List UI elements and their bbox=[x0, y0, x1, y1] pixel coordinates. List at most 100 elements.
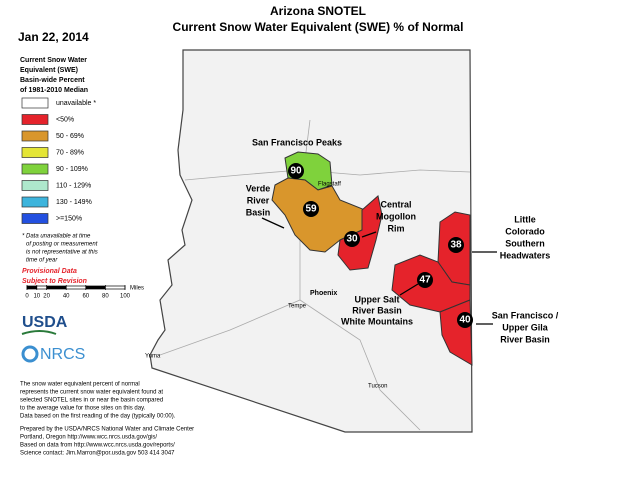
legend-swatch bbox=[21, 147, 49, 158]
legend-swatch bbox=[21, 130, 49, 142]
provisional-note: Subject to Revision bbox=[22, 278, 87, 285]
basin-value: 90 bbox=[290, 166, 302, 177]
legend-label: 110 - 129% bbox=[56, 182, 91, 189]
nrcs-logo: NRCS bbox=[40, 346, 85, 363]
basin-label: Upper Gila bbox=[502, 322, 549, 332]
description-line: selected SNOTEL sites in or near the bas… bbox=[20, 398, 163, 404]
legend-label: >=150% bbox=[56, 215, 82, 222]
scale-segment bbox=[85, 286, 106, 289]
scale-label: 0 bbox=[25, 294, 29, 300]
legend-title: of 1981-2010 Median bbox=[20, 87, 88, 94]
date: Jan 22, 2014 bbox=[18, 30, 89, 44]
credit-line: Portland, Oregon http://www.wcc.nrcs.usd… bbox=[20, 435, 157, 441]
legend-title: Current Snow Water bbox=[20, 57, 87, 64]
scale-label: 40 bbox=[63, 294, 70, 300]
legend-swatch bbox=[21, 196, 49, 208]
basin-label: Little bbox=[514, 214, 536, 224]
legend: Current Snow Water Equivalent (SWE) Basi… bbox=[20, 57, 98, 285]
scale-unit: Miles bbox=[130, 286, 144, 292]
basin-value: 47 bbox=[419, 275, 431, 286]
legend-swatch bbox=[21, 97, 49, 109]
legend-label: 130 - 149% bbox=[56, 199, 92, 206]
basin-label: White Mountains bbox=[341, 316, 413, 326]
basin-label: River Basin bbox=[352, 305, 402, 315]
city-label: Tucson bbox=[368, 384, 387, 390]
basin-values: 90 59 30 38 47 40 bbox=[288, 163, 473, 328]
value-badge bbox=[344, 231, 360, 247]
scale-segment bbox=[46, 286, 67, 289]
cities: Phoenix Tempe Yuma Tucson Flagstaff bbox=[145, 182, 387, 390]
basin-label: Upper Salt bbox=[354, 294, 399, 304]
value-badge bbox=[457, 312, 473, 328]
description-line: represents the current snow water equiva… bbox=[20, 390, 163, 396]
basin-label: Central bbox=[380, 199, 411, 209]
scale-bar-line bbox=[26, 285, 126, 290]
map bbox=[149, 49, 473, 433]
basin-label: San Francisco Peaks bbox=[252, 137, 342, 147]
nrcs-icon bbox=[21, 345, 39, 363]
basin-label: Basin bbox=[246, 207, 271, 217]
scale-segment bbox=[27, 286, 37, 289]
arrow bbox=[399, 283, 419, 296]
description-line: The snow water equivalent percent of nor… bbox=[20, 382, 140, 388]
footnote: of posting or measurement bbox=[26, 242, 98, 248]
value-badge bbox=[288, 163, 304, 179]
basin-value: 40 bbox=[459, 315, 471, 326]
logo-swoosh bbox=[21, 330, 57, 335]
legend-label: unavailable * bbox=[56, 100, 96, 107]
legend-swatch bbox=[21, 114, 49, 125]
value-badge bbox=[303, 201, 319, 217]
basin-label: San Francisco / bbox=[492, 310, 559, 320]
scale-label: 10 bbox=[33, 294, 40, 300]
provisional-note: Provisional Data bbox=[22, 268, 77, 275]
basin-label: Southern bbox=[505, 238, 545, 248]
scale-bar: Miles 0 10 20 40 60 80 100 bbox=[25, 285, 144, 300]
basin-label: Headwaters bbox=[500, 250, 551, 260]
legend-title: Equivalent (SWE) bbox=[20, 67, 78, 74]
road bbox=[159, 299, 421, 431]
basin-value: 30 bbox=[346, 234, 358, 245]
legend-label: 90 - 109% bbox=[56, 166, 88, 173]
value-badge bbox=[448, 237, 464, 253]
basin-value: 59 bbox=[305, 204, 317, 215]
notes: The snow water equivalent percent of nor… bbox=[20, 382, 194, 457]
scale-label: 60 bbox=[82, 294, 89, 300]
legend-label: 50 - 69% bbox=[56, 133, 84, 140]
value-badge bbox=[417, 272, 433, 288]
credit-line: Science contact: Jim.Marron@por.usda.gov… bbox=[20, 451, 175, 457]
legend-label: <50% bbox=[56, 116, 74, 123]
subtitle: Current Snow Water Equivalent (SWE) % of… bbox=[173, 20, 464, 34]
basin-label: Verde bbox=[246, 183, 271, 193]
legend-swatch bbox=[21, 163, 49, 175]
legend-label: 70 - 89% bbox=[56, 149, 84, 156]
basin-label: River bbox=[247, 195, 270, 205]
arrows bbox=[261, 217, 497, 325]
basin-label: River Basin bbox=[500, 334, 550, 344]
credit-line: Based on data from http://www.wcc.nrcs.u… bbox=[20, 443, 175, 449]
arrow bbox=[261, 217, 285, 229]
usda-logo: USDA bbox=[22, 314, 68, 331]
basin-label: Mogollon bbox=[376, 211, 416, 221]
credit-line: Prepared by the USDA/NRCS National Water… bbox=[20, 427, 194, 433]
scale-label: 20 bbox=[43, 294, 50, 300]
basin-label: Colorado bbox=[505, 226, 545, 236]
legend-items: unavailable * <50% 50 - 69% 70 - 89% 90 - 10… bbox=[21, 97, 96, 224]
arrow bbox=[361, 231, 377, 238]
scale-label: 100 bbox=[120, 294, 131, 300]
title: Arizona SNOTEL bbox=[270, 4, 366, 18]
logos: USDA NRCS bbox=[21, 314, 85, 363]
legend-swatch bbox=[21, 180, 49, 191]
description-line: to the average value for those sites on … bbox=[20, 406, 146, 412]
footnote: time of year bbox=[26, 258, 58, 264]
legend-title: Basin-wide Percent bbox=[20, 77, 85, 84]
description-line: Data based on the first reading of the d… bbox=[20, 414, 176, 420]
city-label: Yuma bbox=[145, 354, 161, 360]
basin-label: Rim bbox=[387, 223, 404, 233]
city-label: Tempe bbox=[288, 304, 307, 310]
basin-value: 38 bbox=[450, 240, 462, 251]
legend-swatch bbox=[21, 213, 49, 224]
basin-labels: San Francisco Peaks Verde River Basin Ce… bbox=[246, 137, 559, 344]
footnote: is not representative at this bbox=[26, 250, 98, 256]
footnote: * Data unavailable at time bbox=[22, 234, 91, 240]
